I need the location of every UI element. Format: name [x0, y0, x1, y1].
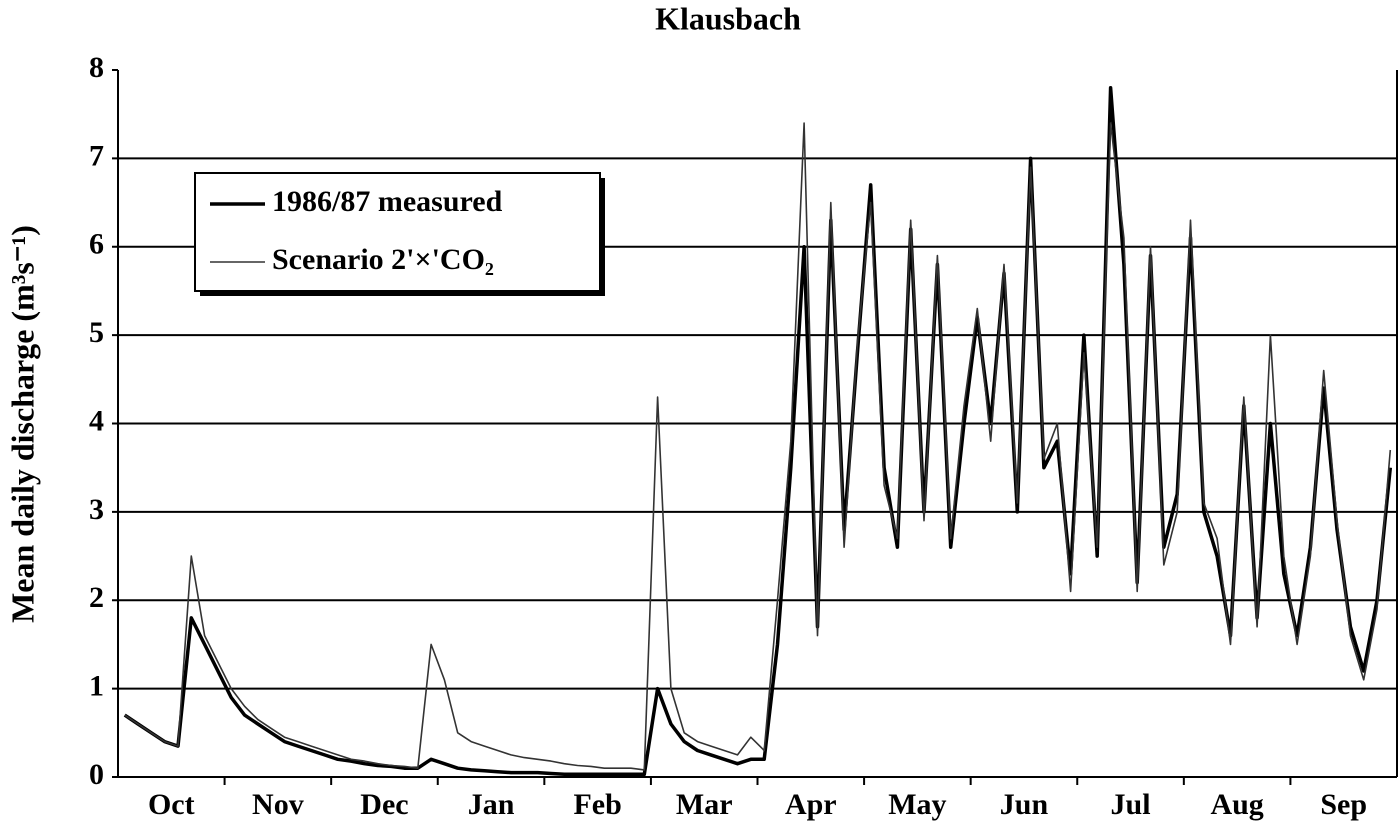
legend-label: 1986/87 measured: [272, 185, 503, 218]
x-tick-label: Mar: [676, 788, 733, 821]
x-tick-label: Feb: [573, 788, 621, 821]
y-tick-label: 5: [89, 316, 104, 349]
y-tick-label: 2: [89, 581, 104, 614]
chart-title: Klausbach: [655, 0, 801, 36]
series-line: [124, 122, 1392, 771]
x-tick-label: Dec: [360, 788, 408, 821]
x-tick-label: Aug: [1210, 788, 1263, 821]
y-tick-label: 6: [89, 228, 104, 261]
y-tick-label: 8: [89, 51, 104, 84]
y-tick-label: 1: [89, 670, 104, 703]
y-tick-label: 0: [89, 758, 104, 791]
x-tick-label: Jul: [1111, 788, 1151, 821]
x-tick-label: Jun: [1000, 788, 1049, 821]
y-tick-label: 4: [89, 404, 104, 437]
legend: 1986/87 measured Scenario 2'×'CO₂: [194, 172, 605, 296]
y-axis-label: Mean daily discharge (m³s⁻¹): [4, 225, 40, 623]
x-tick-label: May: [888, 788, 946, 821]
x-tick-label: Jan: [468, 788, 515, 821]
x-tick-label: Oct: [148, 788, 195, 821]
y-tick-label: 3: [89, 493, 104, 526]
x-tick-label: Nov: [252, 788, 304, 821]
y-tick-label: 7: [89, 139, 104, 172]
legend-label: Scenario 2'×'CO₂: [272, 243, 494, 276]
legend-box: [194, 172, 601, 292]
x-tick-label: Apr: [785, 788, 837, 821]
x-tick-label: Sep: [1320, 788, 1367, 821]
